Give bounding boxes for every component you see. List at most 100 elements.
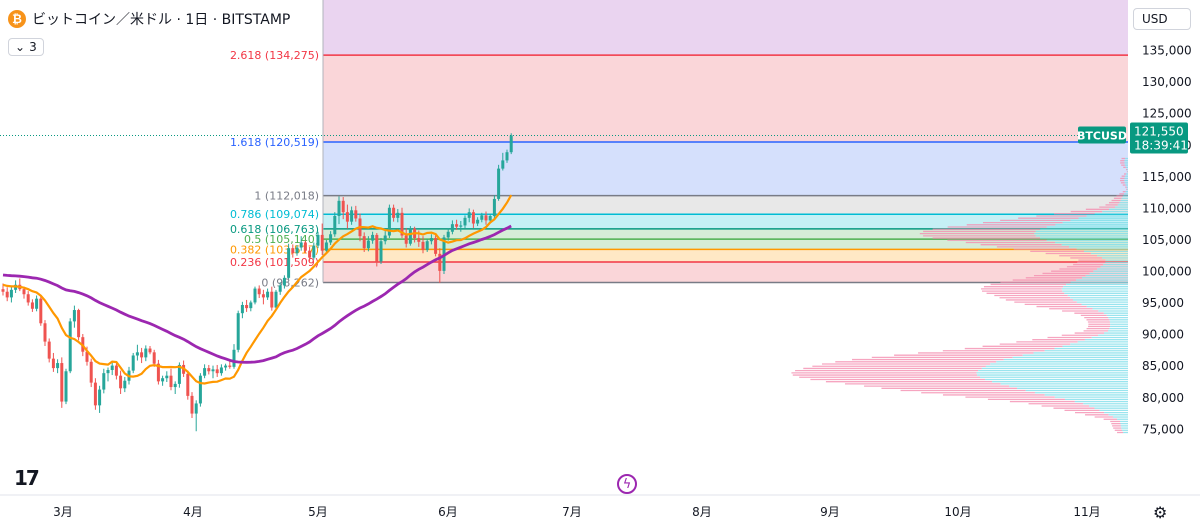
candle: [320, 234, 324, 251]
y-tick-label: 85,000: [1142, 359, 1184, 373]
fib-label: 2.618 (134,275): [230, 49, 319, 62]
chevron-down-icon: ⌄: [15, 40, 26, 54]
candle: [9, 289, 13, 298]
candle: [51, 358, 55, 369]
candle: [366, 240, 370, 249]
indicators-toggle[interactable]: ⌄ 3: [8, 38, 44, 56]
y-tick-label: 75,000: [1142, 422, 1184, 436]
candle: [228, 365, 232, 367]
x-tick-label: 6月: [438, 505, 458, 519]
candle: [211, 369, 215, 372]
candle: [408, 228, 412, 244]
candle: [345, 212, 349, 222]
candle: [1, 289, 5, 292]
candle: [383, 235, 387, 242]
candle: [177, 364, 181, 384]
fib-zone-top: [323, 0, 1128, 56]
currency-select[interactable]: USD: [1133, 8, 1191, 30]
settings-icon[interactable]: ⚙: [1153, 503, 1168, 522]
fib-zone: [323, 228, 1128, 240]
candle: [68, 321, 72, 372]
candle: [421, 241, 425, 251]
fib-label: 1.618 (120,519): [230, 136, 319, 149]
fib-zone: [323, 261, 1128, 283]
candle: [387, 207, 391, 236]
candle: [236, 313, 240, 350]
candle: [93, 382, 97, 406]
tradingview-logo-icon[interactable]: 17: [14, 466, 40, 490]
candle: [194, 403, 198, 414]
candle: [303, 242, 307, 251]
fib-label: 1 (112,018): [254, 190, 319, 203]
candle: [509, 135, 513, 153]
candle: [72, 310, 76, 322]
candle: [287, 248, 291, 278]
candle: [152, 352, 156, 364]
candle: [169, 375, 173, 388]
candle: [459, 225, 463, 227]
last-price-value: 121,550: [1134, 124, 1184, 138]
candle: [505, 152, 509, 161]
candle: [282, 277, 286, 286]
candle: [135, 352, 139, 356]
candle: [492, 198, 496, 216]
candle: [56, 363, 60, 369]
y-tick-label: 105,000: [1142, 233, 1192, 247]
candle: [425, 241, 429, 251]
candle: [337, 200, 341, 216]
candle: [215, 369, 219, 374]
candle: [64, 371, 68, 402]
candle: [119, 375, 123, 389]
candle: [400, 212, 404, 236]
ma-short-line: [2, 194, 513, 385]
candle: [89, 361, 93, 383]
symbol-tag: [1078, 126, 1126, 144]
symbol-title[interactable]: ビットコイン／米ドル · 1日 · BITSTAMP: [32, 12, 291, 28]
candle: [270, 291, 274, 308]
y-tick-label: 100,000: [1142, 265, 1192, 279]
candle: [484, 215, 488, 221]
candle: [354, 210, 358, 219]
fib-zone: [323, 55, 1128, 142]
candle: [173, 383, 177, 388]
candle: [123, 380, 127, 389]
candle: [329, 234, 333, 243]
candle: [232, 349, 236, 367]
candle: [190, 395, 194, 414]
candle: [480, 215, 484, 220]
x-tick-label: 5月: [308, 505, 328, 519]
candle: [102, 373, 106, 390]
candle: [404, 235, 408, 244]
y-tick-label: 130,000: [1142, 75, 1192, 89]
candle: [219, 367, 223, 374]
flash-icon[interactable]: ϟ: [617, 474, 637, 494]
candle: [488, 215, 492, 221]
candle: [253, 288, 257, 303]
candle: [274, 291, 278, 308]
fib-label: 0 (98,262): [261, 276, 319, 289]
fib-zone: [323, 141, 1128, 196]
candle: [148, 348, 152, 353]
candle: [77, 310, 81, 338]
chart-header: ₿ ビットコイン／米ドル · 1日 · BITSTAMP: [8, 9, 290, 29]
candle: [156, 363, 160, 382]
candle: [266, 291, 270, 298]
candle: [392, 207, 396, 218]
symbol-tag-label: BTCUSD: [1077, 129, 1127, 142]
candle: [308, 250, 312, 258]
candle: [85, 351, 89, 362]
candle: [26, 294, 30, 303]
candle: [144, 348, 148, 358]
candle: [438, 253, 442, 271]
fib-zone: [323, 239, 1128, 250]
candle: [312, 245, 316, 258]
candle: [131, 355, 135, 371]
candle: [257, 288, 261, 295]
fib-zone: [323, 195, 1128, 215]
candle: [371, 234, 375, 241]
candle: [198, 375, 202, 404]
fib-label: 0.236 (101,509): [230, 256, 319, 269]
countdown-value: 18:39:41: [1134, 138, 1188, 152]
candle: [47, 341, 51, 359]
